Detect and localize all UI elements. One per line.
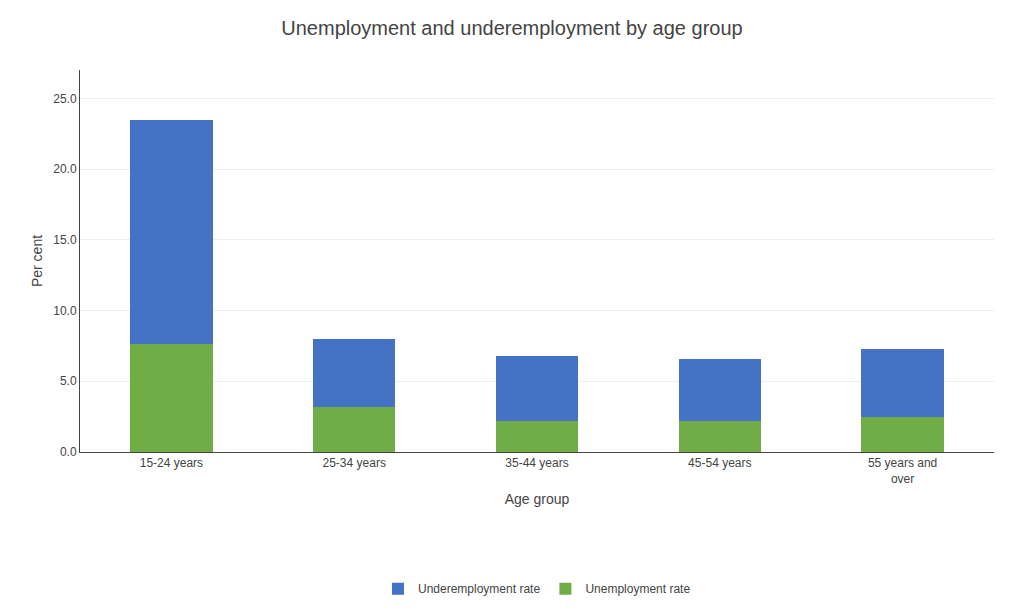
svg-text:15-24 years: 15-24 years [140,456,203,470]
svg-text:35-44 years: 35-44 years [505,456,568,470]
svg-text:10.0: 10.0 [53,304,77,318]
svg-text:15.0: 15.0 [53,233,77,247]
svg-text:5.0: 5.0 [60,374,77,388]
svg-text:45-54 years: 45-54 years [688,456,751,470]
svg-text:Unemployment rate: Unemployment rate [585,582,690,596]
svg-text:Underemployment rate: Underemployment rate [418,582,540,596]
svg-text:0.0: 0.0 [60,445,77,459]
svg-text:Per cent: Per cent [29,235,45,287]
svg-text:Unemployment and underemployme: Unemployment and underemployment by age … [281,17,742,39]
svg-text:55 years andover: 55 years andover [868,456,937,486]
svg-text:25-34 years: 25-34 years [323,456,386,470]
svg-text:25.0: 25.0 [53,92,77,106]
svg-text:Age group: Age group [505,491,570,507]
svg-text:20.0: 20.0 [53,162,77,176]
